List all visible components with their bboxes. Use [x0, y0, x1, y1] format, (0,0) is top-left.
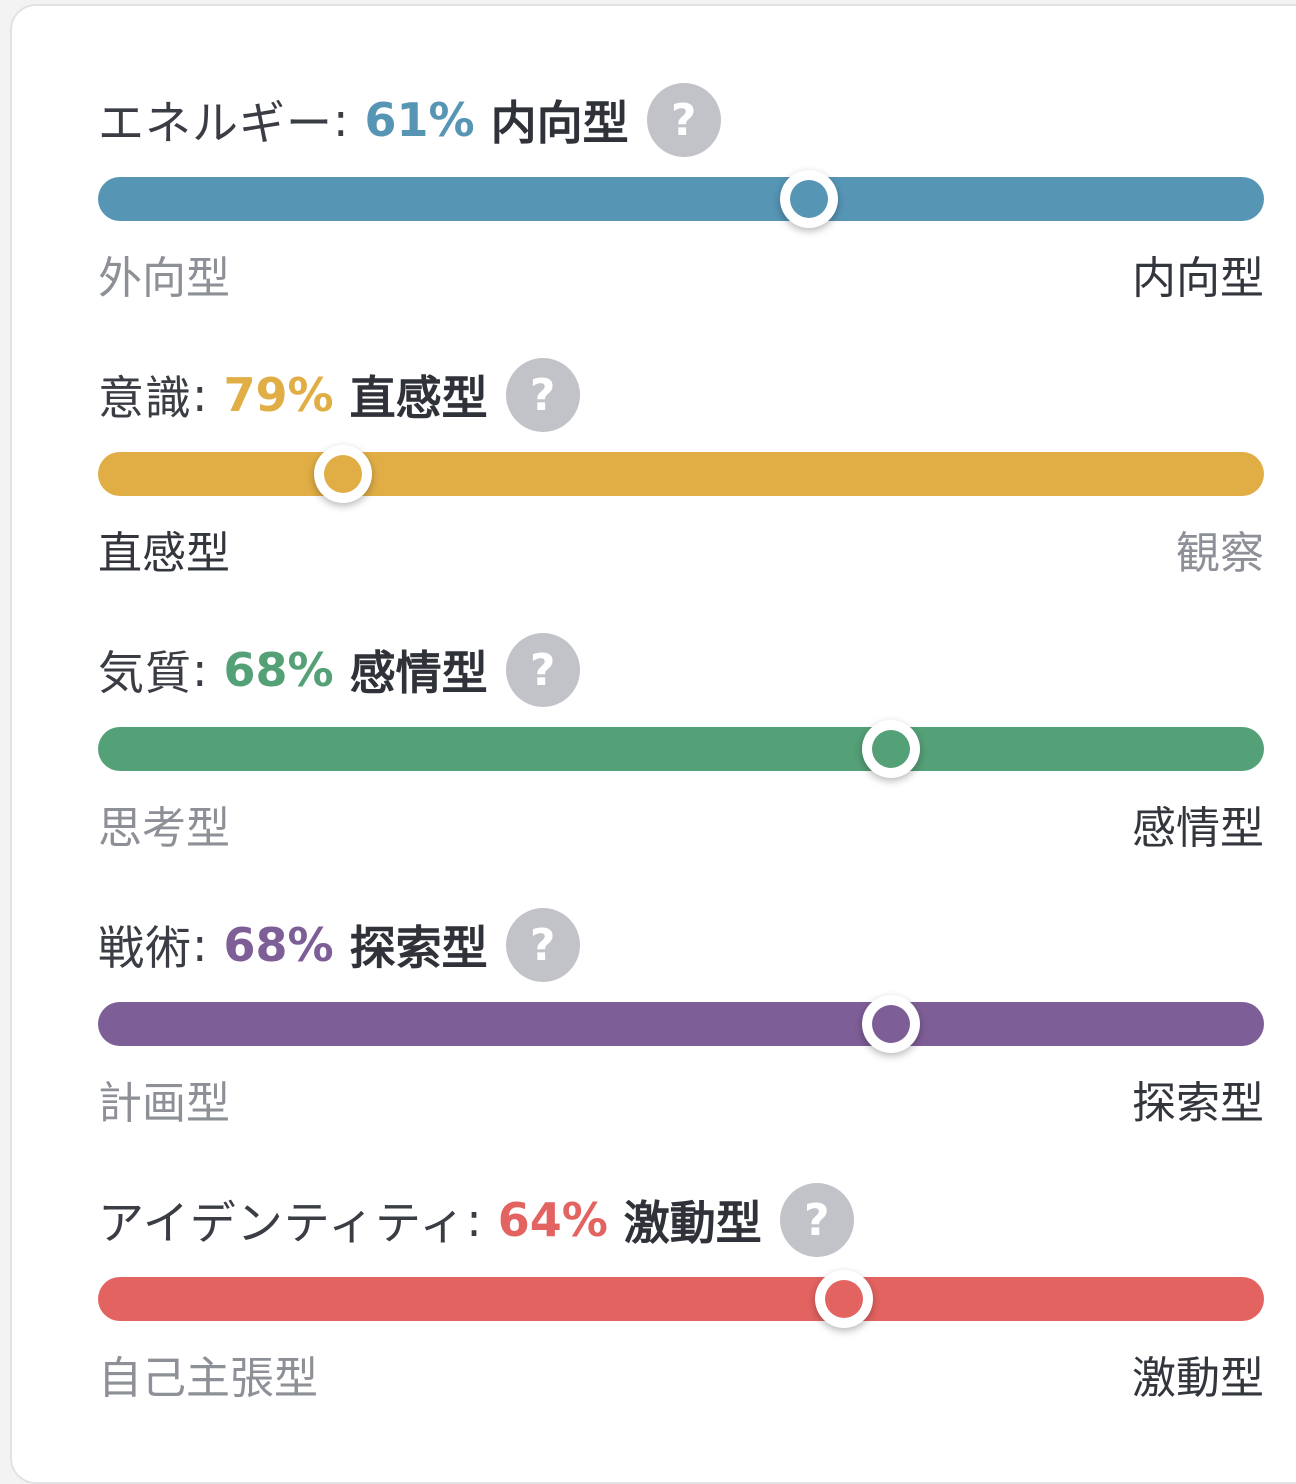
- personality-traits-card: エネルギー : 61% 内向型 ? 外向型 内向型 意識 : 79% 直感型 ?…: [10, 4, 1296, 1484]
- trait-mind: 意識 : 79% 直感型 ? 直感型 観察: [98, 357, 1264, 617]
- trait-colon: :: [466, 1193, 482, 1247]
- trait-slider-knob[interactable]: [815, 1270, 874, 1328]
- trait-percent: 64%: [497, 1193, 608, 1247]
- trait-slider-knob[interactable]: [313, 445, 372, 503]
- trait-heading: 意識 : 79% 直感型 ?: [98, 357, 580, 433]
- trait-slider-track[interactable]: [98, 720, 1264, 778]
- trait-pole-left: 外向型: [98, 253, 230, 304]
- trait-identity: アイデンティティ : 64% 激動型 ? 自己主張型 激動型: [98, 1182, 1264, 1442]
- question-circle-icon[interactable]: ?: [646, 83, 721, 157]
- trait-slider-knob-dot: [825, 1280, 864, 1318]
- trait-pole-left: 自己主張型: [98, 1353, 318, 1404]
- trait-pole-right: 観察: [1176, 528, 1264, 579]
- trait-heading: エネルギー : 61% 内向型 ?: [98, 82, 721, 158]
- question-circle-icon[interactable]: ?: [779, 1183, 854, 1257]
- trait-heading: 戦術 : 68% 探索型 ?: [98, 907, 580, 983]
- trait-colon: :: [333, 93, 349, 147]
- trait-label: 気質: [98, 646, 192, 700]
- question-circle-icon[interactable]: ?: [505, 358, 580, 432]
- trait-tactics: 戦術 : 68% 探索型 ? 計画型 探索型: [98, 907, 1264, 1167]
- trait-colon: :: [192, 918, 208, 972]
- trait-heading: アイデンティティ : 64% 激動型 ?: [98, 1182, 854, 1258]
- trait-slider-track[interactable]: [98, 170, 1264, 228]
- trait-slider-knob-dot: [871, 1005, 910, 1043]
- trait-pole-left: 思考型: [98, 803, 230, 854]
- trait-percent: 79%: [223, 368, 334, 422]
- trait-result: 直感型: [349, 371, 488, 425]
- trait-slider-track[interactable]: [98, 995, 1264, 1053]
- trait-pole-right: 探索型: [1132, 1078, 1264, 1129]
- trait-percent: 61%: [364, 93, 475, 147]
- trait-label: 戦術: [98, 921, 192, 975]
- trait-result: 激動型: [623, 1196, 762, 1250]
- question-circle-icon[interactable]: ?: [505, 633, 580, 707]
- trait-pole-right: 感情型: [1132, 803, 1264, 854]
- trait-result: 感情型: [349, 646, 488, 700]
- trait-colon: :: [192, 643, 208, 697]
- trait-label: アイデンティティ: [98, 1196, 467, 1250]
- trait-energy: エネルギー : 61% 内向型 ? 外向型 内向型: [98, 82, 1264, 342]
- trait-slider-knob-dot: [323, 455, 362, 493]
- trait-heading: 気質 : 68% 感情型 ?: [98, 632, 580, 708]
- trait-nature: 気質 : 68% 感情型 ? 思考型 感情型: [98, 632, 1264, 892]
- trait-slider-knob[interactable]: [861, 720, 920, 778]
- question-circle-icon[interactable]: ?: [505, 908, 580, 982]
- trait-pole-right: 内向型: [1132, 253, 1264, 304]
- trait-label: 意識: [98, 371, 192, 425]
- trait-colon: :: [192, 368, 208, 422]
- trait-pole-left: 直感型: [98, 528, 230, 579]
- trait-result: 内向型: [490, 96, 629, 150]
- trait-slider-knob-dot: [871, 730, 910, 768]
- trait-pole-right: 激動型: [1132, 1353, 1264, 1404]
- trait-slider-track[interactable]: [98, 445, 1264, 503]
- trait-result: 探索型: [349, 921, 488, 975]
- trait-pole-left: 計画型: [98, 1078, 230, 1129]
- trait-slider-track[interactable]: [98, 1270, 1264, 1328]
- trait-percent: 68%: [223, 918, 334, 972]
- trait-slider-knob-dot: [790, 180, 829, 218]
- trait-slider-knob[interactable]: [780, 170, 839, 228]
- trait-percent: 68%: [223, 643, 334, 697]
- trait-slider-knob[interactable]: [861, 995, 920, 1053]
- trait-label: エネルギー: [98, 96, 333, 150]
